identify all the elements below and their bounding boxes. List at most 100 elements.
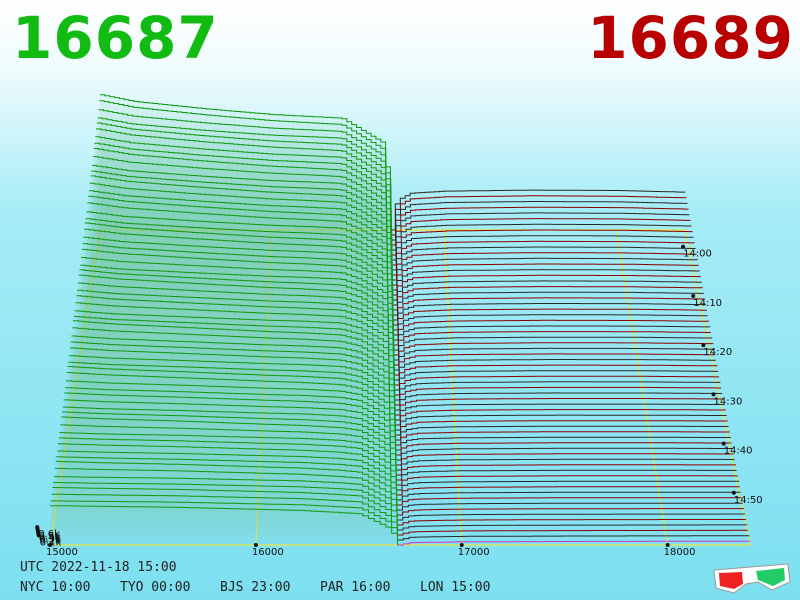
ask-depth-curve	[394, 403, 725, 421]
volume-tick-label: 0.5k	[39, 531, 61, 542]
bid-depth-curve	[57, 450, 397, 500]
bid-depth-curve	[77, 289, 395, 375]
ask-depth-curve	[392, 286, 703, 316]
ask-depth-curve	[393, 359, 716, 381]
ask-depth-curve	[397, 529, 748, 536]
volume-tick-label: 0.6k	[38, 529, 60, 540]
clock-bjs: BJS 23:00	[220, 580, 291, 595]
ask-depth-curve	[395, 447, 733, 461]
bid-depth-curve	[56, 456, 398, 505]
ask-depth-curve	[395, 425, 729, 441]
ask-depth-curve	[395, 458, 735, 471]
bid-depth-curve	[53, 482, 398, 525]
price-tick-label: 17000	[458, 547, 490, 558]
bid-depth-curve	[57, 443, 397, 495]
bid-depth-curve	[81, 257, 394, 350]
bid-depth-fill	[54, 468, 397, 515]
ask-depth-curve	[391, 246, 696, 281]
ask-depth-curve	[397, 540, 750, 546]
ask-price: 16689	[587, 4, 794, 72]
ask-depth-curve	[396, 475, 738, 486]
bid-depth-curve	[70, 341, 396, 415]
ask-depth-curve	[394, 370, 718, 391]
time-tick-label: 14:10	[693, 298, 722, 309]
price-tick-label: 16000	[252, 547, 284, 558]
ask-depth-curve	[393, 319, 710, 346]
bid-depth-curve	[77, 282, 395, 370]
price-tick-marker	[253, 543, 258, 547]
bid-depth-fill	[78, 275, 394, 365]
ask-depth-curve	[393, 336, 713, 361]
time-tick-marker	[681, 244, 686, 249]
ask-depth-curve	[393, 347, 714, 371]
ask-depth-curve	[396, 502, 743, 511]
bid-depth-curve	[52, 487, 398, 530]
bid-depth-curve	[69, 355, 396, 425]
3d-glasses-icon[interactable]	[712, 560, 792, 594]
volume-tick-marker	[35, 525, 40, 530]
bid-depth-curve	[73, 320, 395, 400]
volume-tick-label: 0.3k	[39, 534, 61, 545]
bid-depth-curve	[86, 211, 393, 315]
bid-depth-curve	[87, 202, 393, 310]
bid-depth-curve	[99, 100, 391, 235]
bid-depth-curve	[50, 505, 398, 545]
bid-depth-curve	[90, 175, 393, 290]
time-tick-marker	[711, 392, 716, 397]
time-tick-label: 14:50	[734, 495, 763, 506]
ask-depth-curve	[392, 308, 708, 336]
price-tick-marker	[459, 543, 464, 547]
ask-depth-curve	[397, 519, 746, 526]
ask-depth-curve	[393, 331, 711, 356]
bid-depth-curve	[51, 493, 398, 535]
bid-depth-curve	[88, 195, 393, 305]
ask-depth-curve	[393, 325, 711, 351]
bid-depth-curve	[66, 372, 396, 440]
clock-par: PAR 16:00	[320, 580, 391, 595]
bid-depth-fill	[81, 257, 394, 350]
bid-depth-curve	[94, 142, 392, 265]
bid-depth-fill	[79, 269, 394, 360]
volume-tick-label: 0.1k	[40, 537, 62, 548]
bid-depth-curve	[81, 248, 394, 345]
ask-depth-curve	[392, 303, 707, 331]
bid-depth-curve	[84, 228, 394, 330]
time-tick-label: 14:40	[724, 446, 753, 457]
bid-depth-curve	[92, 164, 393, 280]
bid-depth-fill	[96, 128, 391, 255]
ask-depth-curve	[392, 280, 702, 311]
bid-depth-curve	[64, 392, 396, 455]
bid-depth-curve	[73, 316, 395, 395]
ask-depth-curve	[394, 409, 726, 426]
bid-depth-curve	[80, 264, 394, 355]
ask-depth-curve	[390, 206, 689, 246]
bid-depth-fill	[84, 223, 393, 325]
price-tick-label: 18000	[664, 547, 696, 558]
bid-depth-curve	[67, 366, 396, 435]
ask-depth-curve	[394, 414, 727, 431]
bid-depth-curve	[55, 460, 398, 510]
bid-depth-fill	[71, 336, 395, 410]
bid-depth-fill	[51, 494, 398, 535]
ask-depth-curve	[396, 486, 740, 496]
ask-depth-curve	[394, 398, 724, 416]
ask-depth-curve	[395, 453, 734, 466]
bid-depth-curve	[91, 170, 393, 285]
bid-depth-curve	[100, 94, 391, 230]
price-tick-marker	[665, 543, 670, 547]
bid-depth-curve	[88, 190, 393, 300]
ask-depth-curve	[396, 469, 737, 481]
bid-depth-curve	[75, 302, 395, 385]
bid-depth-curve	[68, 361, 396, 430]
volume-tick-label: 0.4k	[39, 532, 61, 543]
bid-depth-curve	[58, 437, 397, 490]
ask-depth-curve	[394, 375, 719, 396]
clock-lon: LON 15:00	[420, 580, 491, 595]
bid-depth-curve	[61, 416, 397, 475]
bid-depth-curve	[95, 136, 392, 260]
bid-depth-curve	[83, 236, 394, 335]
bid-depth-fill	[72, 327, 395, 405]
ask-depth-curve	[395, 431, 730, 446]
time-tick-marker	[721, 441, 726, 446]
bid-depth-fill	[96, 123, 391, 250]
